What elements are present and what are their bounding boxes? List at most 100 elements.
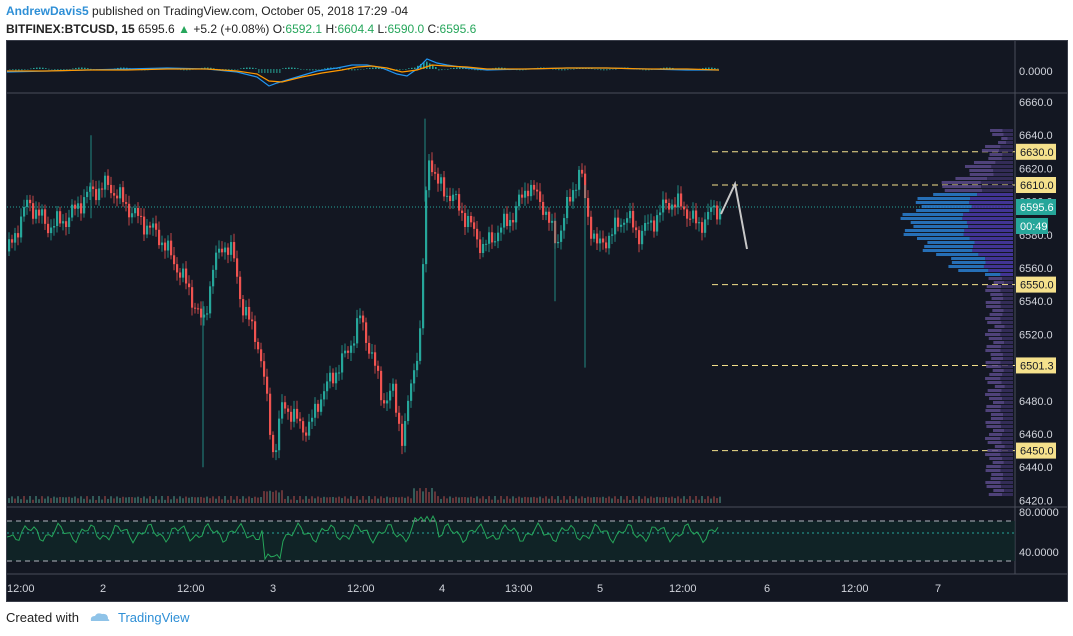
macd-histogram-bar — [501, 67, 503, 69]
volume-bar — [509, 498, 511, 503]
volume-profile-bar — [986, 465, 1001, 468]
volume-bar — [116, 496, 118, 503]
macd-histogram-bar — [558, 69, 560, 71]
candle-body — [311, 417, 314, 422]
candle-body — [650, 220, 653, 223]
candle-body — [485, 243, 488, 245]
volume-profile-bar — [993, 281, 1005, 284]
volume-bar — [713, 496, 715, 503]
footer: Created with TradingView — [6, 610, 190, 625]
projection-path[interactable] — [720, 180, 748, 250]
volume-bar — [53, 496, 55, 503]
volume-profile-bar — [988, 493, 1003, 496]
candle-body — [83, 197, 86, 214]
countdown-tag — [1016, 218, 1048, 234]
volume-profile-bar — [985, 409, 1001, 412]
open-label: O: — [272, 22, 286, 36]
volume-bar — [419, 488, 421, 503]
volume-profile-bar — [1002, 373, 1013, 376]
candle-body — [368, 342, 371, 354]
candle-body — [296, 408, 299, 419]
chart-area[interactable]: 0.0000 6660.06640.06620.06600.06580.0656… — [6, 40, 1068, 602]
candle-body — [431, 160, 434, 173]
chart-canvas[interactable]: 0.0000 6660.06640.06620.06600.06580.0656… — [6, 41, 1067, 601]
candle-body — [476, 228, 479, 240]
volume-bar — [380, 496, 382, 503]
macd-histogram-bar — [552, 69, 554, 70]
candle-body — [479, 239, 482, 254]
candle-body — [491, 232, 494, 243]
volume-profile-bar — [986, 485, 1002, 488]
candle-body — [383, 400, 386, 404]
volume-profile-bar — [948, 265, 984, 268]
volume-bar — [581, 496, 583, 503]
volume-bar — [134, 497, 136, 503]
volume-bar — [239, 499, 241, 503]
horizontal-levels[interactable]: 6630.0 6610.0 6550.0 6501.3 6450.0 — [712, 143, 1056, 459]
volume-profile-bar — [992, 133, 1004, 136]
volume-profile-bar — [1000, 349, 1013, 352]
candle-body — [47, 223, 50, 234]
candle-body — [647, 222, 650, 224]
volume-bar — [698, 499, 700, 503]
price-tick-label: 6420.0 — [1019, 495, 1053, 507]
candle-body — [323, 391, 326, 400]
volume-profile-bar — [969, 209, 1013, 212]
volume-profile-bar — [985, 361, 1001, 364]
candle-body — [239, 276, 242, 300]
candle-body — [500, 227, 503, 233]
volume-bar — [356, 496, 358, 503]
author-link[interactable]: AndrewDavis5 — [6, 4, 89, 18]
volume-bar — [95, 499, 97, 503]
macd-histogram-bar — [249, 67, 251, 69]
tradingview-logo-icon — [90, 613, 109, 621]
candle-body — [134, 208, 137, 214]
volume-profile-bar — [1000, 393, 1013, 396]
time-tick-label: 12:00 — [841, 583, 869, 595]
macd-histogram-bar — [243, 67, 245, 69]
macd-pane — [7, 41, 1015, 93]
time-tick-label: 4 — [439, 583, 445, 595]
price-tick-label: 6540.0 — [1019, 296, 1053, 308]
candle-body — [629, 210, 632, 219]
candlestick-series[interactable] — [8, 118, 722, 468]
volume-profile-bar — [902, 213, 964, 216]
macd-histogram-bar — [57, 69, 59, 71]
volume-profile-bar — [995, 161, 1013, 164]
candle-body — [203, 314, 206, 318]
candle-body — [275, 450, 278, 453]
volume-bar — [65, 497, 67, 503]
tradingview-link[interactable]: TradingView — [118, 610, 190, 625]
candle-body — [422, 264, 425, 329]
price-axis[interactable]: 6660.06640.06620.06600.06580.06560.06540… — [1019, 97, 1053, 507]
volume-bar — [122, 496, 124, 503]
volume-profile-bar — [1001, 329, 1013, 332]
candle-body — [278, 418, 281, 451]
candle-body — [377, 365, 380, 371]
candle-body — [605, 242, 608, 249]
volume-bar — [407, 496, 409, 503]
candle-body — [461, 210, 464, 214]
candle-body — [692, 210, 695, 219]
volume-profile-bar — [981, 185, 1013, 188]
volume-bar — [125, 497, 127, 503]
candle-body — [428, 160, 431, 191]
time-axis[interactable]: 12:00 2 12:00 3 12:00 4 13:00 5 12:00 6 12:00 7 — [7, 583, 941, 595]
volume-bar — [188, 497, 190, 503]
candle-body — [614, 217, 617, 235]
volume-bar — [620, 496, 622, 503]
candle-body — [569, 196, 572, 202]
volume-bar — [584, 497, 586, 503]
volume-bar — [563, 496, 565, 503]
volume-bar — [521, 497, 523, 503]
candle-body — [170, 240, 173, 256]
volume-profile-bar — [1003, 297, 1013, 300]
volume-bar — [428, 491, 430, 503]
candle-body — [407, 400, 410, 422]
volume-bar — [242, 496, 244, 503]
candle-body — [245, 306, 248, 316]
macd-histogram-bar — [474, 69, 476, 71]
volume-profile-bar — [987, 381, 1002, 384]
volume-bar — [689, 496, 691, 503]
time-tick-label: 12:00 — [669, 583, 697, 595]
